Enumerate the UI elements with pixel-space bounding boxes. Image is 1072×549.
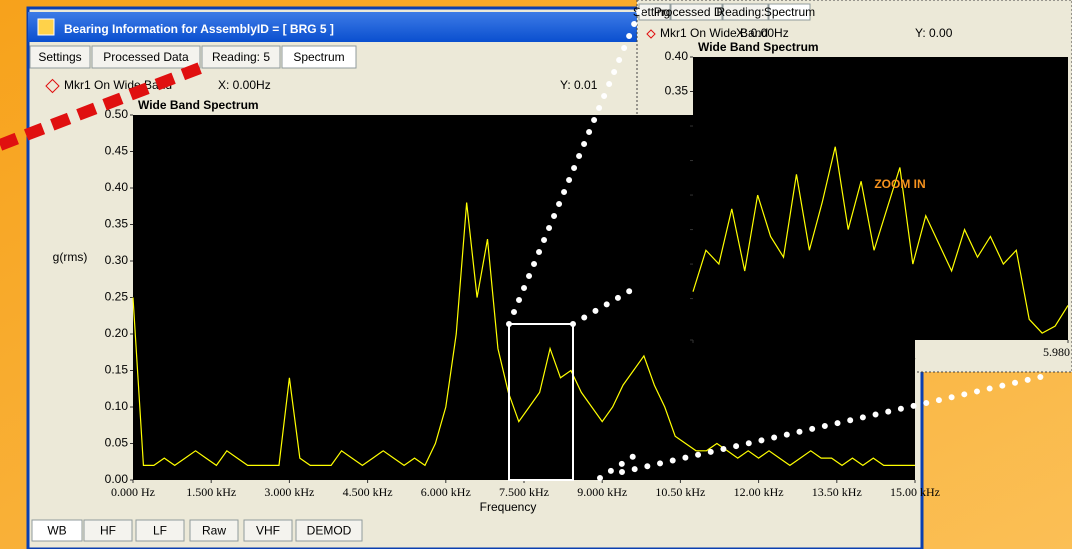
x-tick-label: 5.980 kHz	[1043, 345, 1072, 359]
y-tick-label: 0.20	[665, 187, 689, 201]
chart-title: Wide Band Spectrum	[138, 98, 259, 112]
tab[interactable]	[29, 45, 91, 69]
x-tick-label: 5.255 kHz	[668, 345, 718, 359]
tab-label[interactable]: LF	[153, 524, 167, 538]
x-tick-label: 0.000 Hz	[111, 485, 155, 499]
y-tick-label: 0.05	[105, 436, 129, 450]
x-tick-label: 4.500 kHz	[343, 485, 393, 499]
tab[interactable]	[670, 3, 723, 21]
y-axis-label: g(rms)	[53, 250, 88, 264]
tab-label[interactable]: HF	[100, 524, 116, 538]
x-tick-label: 10.50 kHz	[655, 485, 705, 499]
tab[interactable]	[91, 45, 201, 69]
marker-x: X: 0.00Hz	[736, 26, 789, 40]
y-tick-label: 0.10	[665, 256, 689, 270]
spectrum-line	[692, 146, 1069, 334]
x-tick-label: 7.500 kHz	[499, 485, 549, 499]
y-tick-label: 0.30	[665, 118, 689, 132]
y-tick-label: 0.45	[105, 144, 129, 158]
y-tick-label: 0.25	[665, 153, 689, 167]
marker-x: X: 0.00Hz	[218, 78, 271, 92]
y-tick-label: 0.15	[105, 363, 129, 377]
spectrum-line	[132, 202, 915, 467]
tab-label[interactable]: Spectrum	[293, 50, 344, 64]
y-tick-label: 0.40	[665, 49, 689, 63]
y-tick-label: 0.05	[665, 291, 689, 305]
tab[interactable]	[189, 519, 239, 542]
y-tick-label: 0.40	[105, 180, 129, 194]
tab-label[interactable]: DEMOD	[307, 524, 352, 538]
tab-label[interactable]: Settings	[633, 5, 676, 19]
zoom-dots	[506, 7, 1048, 481]
window-icon	[37, 18, 55, 36]
y-tick-label: 0.35	[665, 84, 689, 98]
marker-icon	[646, 29, 656, 39]
y-axis-label: g(rms)	[647, 159, 682, 173]
tab[interactable]	[281, 45, 357, 69]
tab[interactable]	[243, 519, 293, 542]
plot-area	[693, 57, 1068, 340]
marker-y: Y: 0.00	[915, 26, 953, 40]
x-tick-label: 9.000 kHz	[577, 485, 627, 499]
tab[interactable]	[768, 3, 811, 21]
tab-label[interactable]: Processed Data	[103, 50, 189, 64]
tab-label[interactable]: Raw	[202, 524, 226, 538]
marker-icon	[45, 78, 60, 94]
tab[interactable]	[83, 519, 133, 542]
red-dashed-line	[0, 62, 203, 151]
y-tick-label: -0.01	[661, 332, 689, 346]
y-tick-label: 0.50	[105, 107, 129, 121]
y-tick-label: 0.15	[665, 222, 689, 236]
tab-label[interactable]: Reading: 1	[716, 5, 774, 19]
tab-label[interactable]: WB	[47, 524, 66, 538]
tab-label[interactable]: Spectrum	[764, 5, 815, 19]
tab-label[interactable]: Settings	[38, 50, 81, 64]
tab[interactable]	[135, 519, 185, 542]
zoom-annotation: ZOOM IN	[874, 177, 925, 191]
x-tick-label: 3.000 kHz	[264, 485, 314, 499]
x-axis-label: Frequency	[480, 500, 537, 514]
marker-y: Y: 0.01	[560, 78, 598, 92]
y-tick-label: 0.10	[105, 399, 129, 413]
x-tick-label: 1.500 kHz	[186, 485, 236, 499]
zoom-box	[508, 323, 574, 481]
tab[interactable]	[295, 519, 363, 542]
y-tick-label: 0.35	[105, 217, 129, 231]
tab[interactable]	[31, 519, 83, 542]
x-tick-label: 6.000 kHz	[421, 485, 471, 499]
tab-label[interactable]: Reading: 5	[212, 50, 270, 64]
window-title: Bearing Information for AssemblyID = [ B…	[64, 22, 334, 36]
x-tick-label: 15.00 kHz	[890, 485, 940, 499]
tab[interactable]	[201, 45, 281, 69]
x-axis-label: Frequency	[859, 354, 916, 368]
tab[interactable]	[722, 3, 769, 21]
marker-name: Mkr1 On Wide Band	[660, 26, 768, 40]
chart-title: Wide Band Spectrum	[698, 40, 819, 54]
y-tick-label: 0.25	[105, 290, 129, 304]
y-tick-label: 0.00	[105, 472, 129, 486]
tab-label[interactable]: Processed Data	[654, 5, 740, 19]
x-tick-label: 12.00 kHz	[734, 485, 784, 499]
y-tick-label: 0.30	[105, 253, 129, 267]
tab-label[interactable]: VHF	[256, 524, 280, 538]
x-tick-label: 13.50 kHz	[812, 485, 862, 499]
y-tick-label: 0.20	[105, 326, 129, 340]
